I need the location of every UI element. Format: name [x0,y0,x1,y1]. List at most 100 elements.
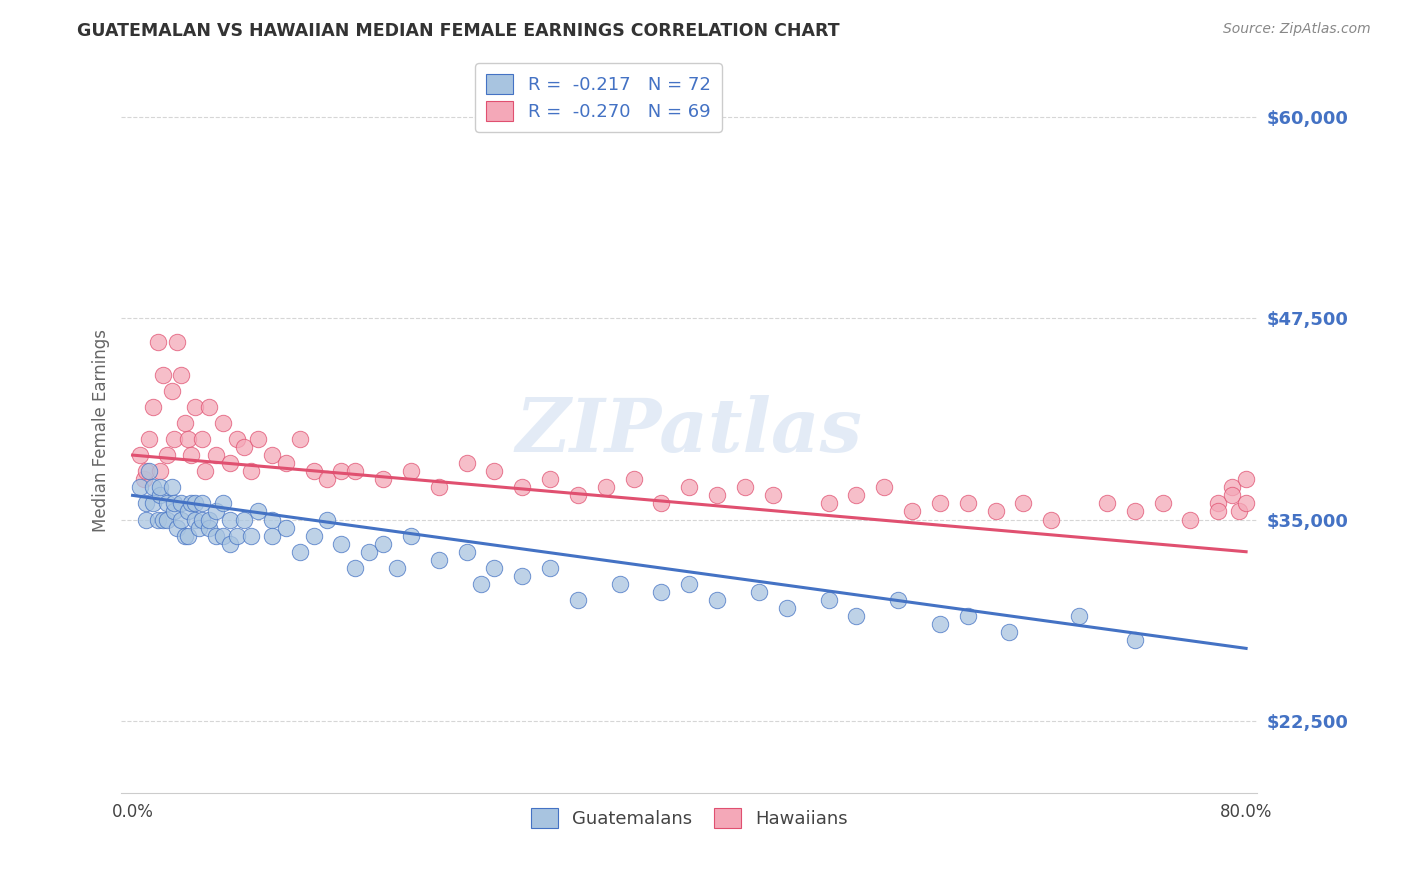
Point [456,545,478,559]
Point [1234,496,1257,510]
Point [427,553,450,567]
Point [156,448,179,462]
Point [177,432,200,446]
Point [288,432,311,446]
Point [1220,480,1243,494]
Point [188,520,211,534]
Point [901,504,924,518]
Point [609,577,631,591]
Point [246,504,269,518]
Point [212,496,235,510]
Point [163,496,186,510]
Point [302,528,325,542]
Point [371,537,394,551]
Point [191,432,214,446]
Point [399,464,422,478]
Point [152,368,174,382]
Point [198,400,221,414]
Point [212,416,235,430]
Point [149,488,172,502]
Point [1180,512,1202,526]
Point [928,617,950,632]
Point [1012,496,1035,510]
Point [212,528,235,542]
Point [128,448,150,462]
Point [887,593,910,607]
Point [956,496,979,510]
Point [191,512,214,526]
Point [1206,496,1229,510]
Point [1067,609,1090,624]
Point [146,512,169,526]
Point [149,480,172,494]
Point [163,432,186,446]
Point [180,496,202,510]
Point [135,464,157,478]
Point [260,448,283,462]
Point [344,464,367,478]
Point [191,496,214,510]
Point [650,496,672,510]
Point [538,561,561,575]
Point [219,512,242,526]
Point [734,480,756,494]
Point [184,496,207,510]
Point [170,512,193,526]
Point [510,480,533,494]
Point [316,512,339,526]
Point [142,400,165,414]
Point [163,504,186,518]
Point [1152,496,1174,510]
Point [205,528,228,542]
Point [152,512,174,526]
Point [135,496,157,510]
Point [274,520,297,534]
Point [1123,504,1146,518]
Point [260,512,283,526]
Point [567,593,589,607]
Point [174,528,197,542]
Point [984,504,1007,518]
Point [205,504,228,518]
Point [128,480,150,494]
Point [1123,633,1146,648]
Point [371,472,394,486]
Text: GUATEMALAN VS HAWAIIAN MEDIAN FEMALE EARNINGS CORRELATION CHART: GUATEMALAN VS HAWAIIAN MEDIAN FEMALE EAR… [77,22,839,40]
Point [156,512,179,526]
Point [239,528,262,542]
Point [1040,512,1063,526]
Text: Source: ZipAtlas.com: Source: ZipAtlas.com [1223,22,1371,37]
Point [456,456,478,470]
Point [845,609,868,624]
Point [239,464,262,478]
Point [174,416,197,430]
Point [399,528,422,542]
Point [132,472,155,486]
Point [166,520,188,534]
Point [510,569,533,583]
Y-axis label: Median Female Earnings: Median Female Earnings [93,329,110,533]
Point [956,609,979,624]
Point [160,480,183,494]
Point [1227,504,1250,518]
Point [184,512,207,526]
Point [149,464,172,478]
Point [595,480,617,494]
Point [845,488,868,502]
Point [226,432,249,446]
Point [1206,504,1229,518]
Point [142,496,165,510]
Point [177,528,200,542]
Point [184,400,207,414]
Point [873,480,896,494]
Point [706,593,728,607]
Legend: Guatemalans, Hawaiians: Guatemalans, Hawaiians [523,801,855,835]
Point [538,472,561,486]
Point [219,537,242,551]
Point [177,504,200,518]
Point [274,456,297,470]
Point [344,561,367,575]
Point [998,625,1021,640]
Point [330,537,353,551]
Point [232,512,254,526]
